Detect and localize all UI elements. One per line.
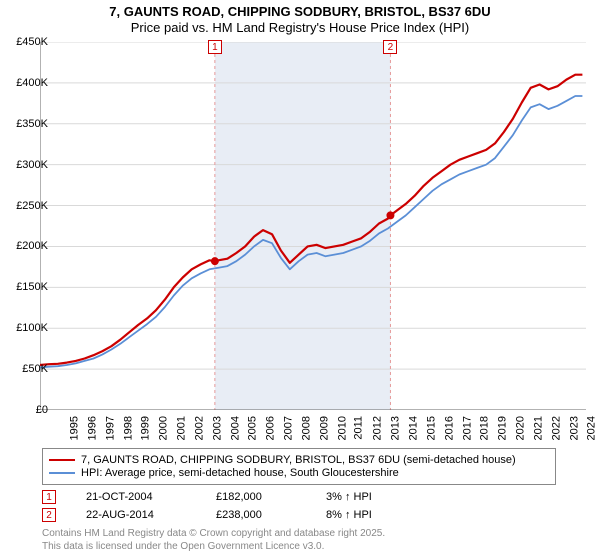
chart-marker-1: 1: [208, 40, 222, 54]
x-tick-label: 2002: [193, 416, 205, 440]
event-date: 22-AUG-2014: [86, 509, 186, 521]
y-tick-label: £250K: [16, 200, 48, 212]
x-tick-label: 2003: [211, 416, 223, 440]
x-tick-label: 2014: [408, 416, 420, 440]
x-tick-label: 2010: [336, 416, 348, 440]
event-row: 1 21-OCT-2004 £182,000 3% ↑ HPI: [42, 490, 406, 504]
x-tick-label: 2007: [283, 416, 295, 440]
y-tick-label: £400K: [16, 77, 48, 89]
x-tick-label: 2022: [550, 416, 562, 440]
x-tick-label: 2008: [300, 416, 312, 440]
x-tick-label: 2009: [318, 416, 330, 440]
x-tick-label: 2006: [265, 416, 277, 440]
x-tick-label: 2005: [247, 416, 259, 440]
x-tick-label: 2017: [461, 416, 473, 440]
events-table: 1 21-OCT-2004 £182,000 3% ↑ HPI 2 22-AUG-2014…: [42, 490, 406, 526]
x-tick-label: 2018: [479, 416, 491, 440]
legend-row: 7, GAUNTS ROAD, CHIPPING SODBURY, BRISTO…: [49, 454, 549, 466]
y-tick-label: £350K: [16, 118, 48, 130]
chart-container: 7, GAUNTS ROAD, CHIPPING SODBURY, BRISTO…: [0, 0, 600, 560]
x-tick-label: 2024: [586, 416, 598, 440]
y-tick-label: £100K: [16, 322, 48, 334]
y-tick-label: £150K: [16, 281, 48, 293]
footer: Contains HM Land Registry data © Crown c…: [42, 528, 385, 553]
x-tick-label: 2004: [229, 416, 241, 440]
event-price: £238,000: [216, 509, 296, 521]
x-tick-label: 2012: [372, 416, 384, 440]
x-tick-label: 2011: [353, 416, 365, 440]
x-tick-label: 2015: [425, 416, 437, 440]
x-tick-label: 2021: [532, 416, 544, 440]
title-block: 7, GAUNTS ROAD, CHIPPING SODBURY, BRISTO…: [0, 0, 600, 37]
y-tick-label: £50K: [22, 363, 48, 375]
event-delta: 8% ↑ HPI: [326, 509, 406, 521]
title-line1: 7, GAUNTS ROAD, CHIPPING SODBURY, BRISTO…: [0, 4, 600, 20]
footer-line2: This data is licensed under the Open Gov…: [42, 541, 385, 554]
event-delta: 3% ↑ HPI: [326, 491, 406, 503]
legend-label: 7, GAUNTS ROAD, CHIPPING SODBURY, BRISTO…: [81, 454, 516, 466]
title-line2: Price paid vs. HM Land Registry's House …: [0, 20, 600, 36]
x-tick-label: 1997: [104, 416, 116, 440]
event-row: 2 22-AUG-2014 £238,000 8% ↑ HPI: [42, 508, 406, 522]
y-tick-label: £300K: [16, 159, 48, 171]
x-tick-label: 2020: [515, 416, 527, 440]
x-tick-label: 2001: [176, 416, 188, 440]
chart-marker-2: 2: [383, 40, 397, 54]
x-tick-label: 2016: [443, 416, 455, 440]
x-tick-label: 2000: [158, 416, 170, 440]
x-tick-label: 1999: [140, 416, 152, 440]
y-tick-label: £200K: [16, 240, 48, 252]
chart-svg: [40, 42, 586, 410]
chart-area: [40, 42, 586, 410]
legend-label: HPI: Average price, semi-detached house,…: [81, 467, 399, 479]
x-tick-label: 2019: [497, 416, 509, 440]
event-marker-icon: 1: [42, 490, 56, 504]
footer-line1: Contains HM Land Registry data © Crown c…: [42, 528, 385, 541]
event-date: 21-OCT-2004: [86, 491, 186, 503]
legend: 7, GAUNTS ROAD, CHIPPING SODBURY, BRISTO…: [42, 448, 556, 485]
event-marker-icon: 2: [42, 508, 56, 522]
event-price: £182,000: [216, 491, 296, 503]
y-tick-label: £0: [36, 404, 48, 416]
y-tick-label: £450K: [16, 36, 48, 48]
x-tick-label: 1998: [122, 416, 134, 440]
x-tick-label: 1996: [86, 416, 98, 440]
x-tick-label: 1995: [68, 416, 80, 440]
legend-row: HPI: Average price, semi-detached house,…: [49, 467, 549, 479]
legend-swatch: [49, 472, 75, 474]
legend-swatch: [49, 459, 75, 462]
x-tick-label: 2023: [568, 416, 580, 440]
x-tick-label: 2013: [390, 416, 402, 440]
